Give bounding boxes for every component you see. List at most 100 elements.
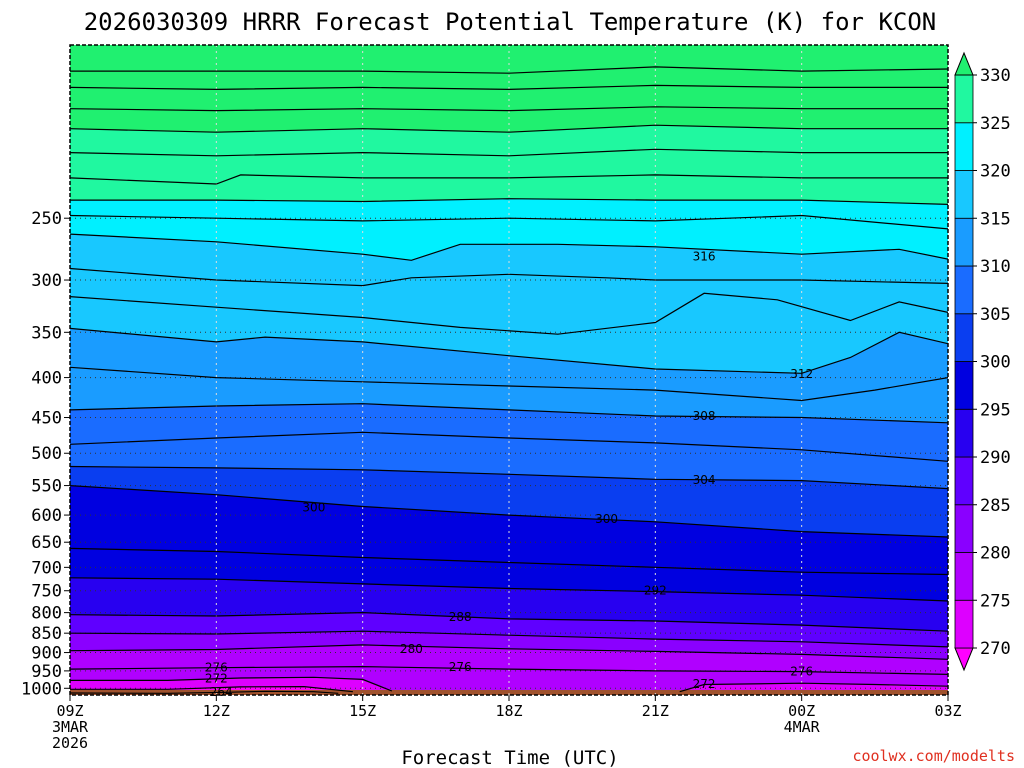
isotherm-line <box>70 106 948 112</box>
x-tick-sublabel: 4MAR <box>784 718 821 736</box>
contour-label: 276 <box>790 665 813 679</box>
colorbar-segment <box>954 122 974 171</box>
isotherm-line <box>70 403 948 424</box>
y-tick-label: 550 <box>31 477 62 497</box>
contour-label: 276 <box>449 660 472 674</box>
x-tick-sublabel: 2026 <box>52 734 88 752</box>
y-tick-label: 750 <box>31 582 62 602</box>
y-tick-label: 900 <box>31 644 62 664</box>
colorbar-tick-label: 310 <box>980 257 1011 277</box>
contour-label: 280 <box>400 642 423 656</box>
colorbar-tick-label: 320 <box>980 162 1011 182</box>
isotherm-line <box>70 214 948 230</box>
colorbar-tick-label: 305 <box>980 305 1011 325</box>
isotherm-line <box>70 690 339 694</box>
y-tick-label: 600 <box>31 506 62 526</box>
colorbar-segment <box>954 74 974 124</box>
isotherm-line <box>70 233 948 261</box>
colorbar-tick-label: 270 <box>980 639 1011 659</box>
y-tick-label: 500 <box>31 444 62 464</box>
x-tick-label: 12Z <box>203 702 230 720</box>
colorbar-segment <box>954 170 974 219</box>
y-tick-label: 400 <box>31 369 62 389</box>
y-tick-label: 950 <box>31 662 62 682</box>
isotherm-line <box>70 611 948 632</box>
isotherm-line <box>70 547 948 576</box>
contour-label: 288 <box>449 610 472 624</box>
isotherm-line <box>70 676 393 692</box>
isotherm-line <box>70 431 948 462</box>
colorbar-segment <box>954 504 974 553</box>
isotherm-line <box>70 124 948 133</box>
isotherm-line <box>70 630 948 648</box>
x-tick-label: 15Z <box>349 702 376 720</box>
colorbar-segment <box>954 265 974 315</box>
x-tick-label: 03Z <box>934 702 961 720</box>
isotherm-line <box>70 685 353 693</box>
colorbar-arrow-bottom <box>954 647 974 672</box>
y-tick-label: 450 <box>31 409 62 429</box>
isotherm-line <box>70 148 948 157</box>
colorbar-segment <box>954 456 974 506</box>
contour-label: 308 <box>693 409 716 423</box>
colorbar-segment <box>954 599 974 649</box>
x-axis-label: Forecast Time (UTC) <box>401 747 618 768</box>
y-tick-label: 650 <box>31 533 62 553</box>
isotherm-line <box>70 665 948 675</box>
colorbar-tick-label: 300 <box>980 353 1011 373</box>
isotherm-line <box>70 366 948 402</box>
colorbar-segment <box>954 217 974 267</box>
colorbar-arrow-top <box>954 51 974 76</box>
credit-label: coolwx.com/modelts <box>852 747 1015 765</box>
y-tick-label: 700 <box>31 558 62 578</box>
y-tick-label: 300 <box>31 271 62 291</box>
contour-label: 272 <box>693 677 716 691</box>
x-tick-label: 09Z <box>56 702 83 720</box>
x-tick-sublabel: 3MAR <box>52 718 89 736</box>
colorbar-tick-label: 285 <box>980 496 1011 516</box>
contour-label: 264 <box>210 685 233 699</box>
colorbar-tick-label: 315 <box>980 209 1011 229</box>
chart-title: 2026030309 HRRR Forecast Potential Tempe… <box>84 8 937 36</box>
isotherm-line <box>70 198 948 205</box>
colorbar-segment <box>954 408 974 458</box>
isotherm-lines <box>70 66 948 694</box>
isotherm-line <box>70 465 948 490</box>
isotherm-line <box>70 327 948 374</box>
isotherm-line <box>679 682 948 693</box>
colorbar-tick-label: 290 <box>980 448 1011 468</box>
isotherm-line <box>70 66 948 74</box>
isotherm-line <box>70 644 948 660</box>
isotherm-line <box>70 174 948 185</box>
y-tick-label: 250 <box>31 209 62 229</box>
y-tick-label: 350 <box>31 323 62 343</box>
colorbar-tick-label: 275 <box>980 591 1011 611</box>
x-tick-label: 18Z <box>495 702 522 720</box>
contour-label: 300 <box>302 501 325 515</box>
isotherm-line <box>70 267 948 287</box>
contour-label: 276 <box>205 660 228 674</box>
contour-label: 292 <box>644 584 667 598</box>
contour-label: 316 <box>693 250 716 264</box>
plot-frame <box>69 44 949 696</box>
isotherm-line <box>70 84 948 91</box>
colorbar-segment <box>954 361 974 410</box>
isotherm-line <box>70 292 948 335</box>
x-tick-label: 21Z <box>642 702 669 720</box>
y-tick-label: 850 <box>31 624 62 644</box>
y-tick-label: 1000 <box>21 679 62 699</box>
colorbar-segment <box>954 552 974 601</box>
contour-label: 312 <box>790 367 813 381</box>
colorbar-tick-label: 325 <box>980 114 1011 134</box>
contour-label: 272 <box>205 671 228 685</box>
colorbar-tick-label: 330 <box>980 66 1011 86</box>
colorbar-segment <box>954 313 974 362</box>
colorbar-tick-label: 280 <box>980 544 1011 564</box>
isotherm-line <box>70 577 948 602</box>
filled-contours <box>70 45 948 695</box>
ground-band <box>70 689 948 695</box>
y-tick-label: 800 <box>31 604 62 624</box>
contour-label: 300 <box>595 512 618 526</box>
colorbar-tick-label: 295 <box>980 400 1011 420</box>
